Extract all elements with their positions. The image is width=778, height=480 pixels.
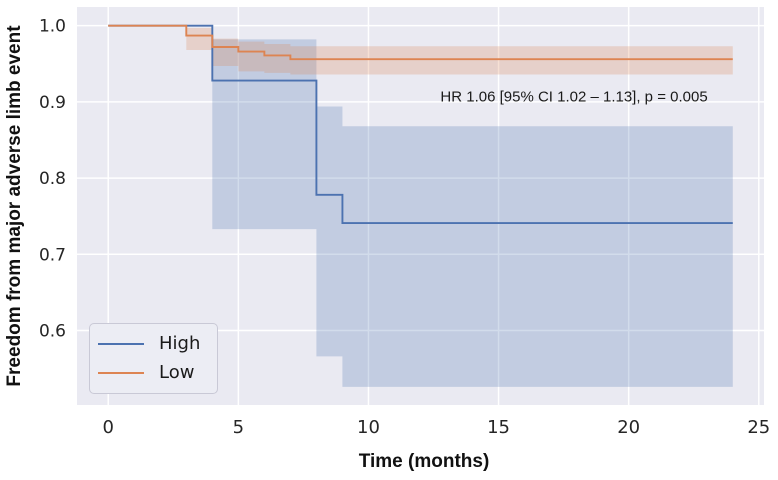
- survival-curve-low: [108, 24, 733, 61]
- x-tick-label: 5: [233, 417, 244, 438]
- y-tick-label: 1.0: [39, 17, 66, 37]
- legend-item-low: Low: [98, 363, 209, 383]
- x-tick-label: 15: [487, 417, 510, 438]
- x-tick-label: 25: [747, 417, 770, 438]
- x-tick-label: 0: [103, 417, 114, 438]
- high-curve-line-icon: [98, 343, 144, 346]
- legend: High Low: [89, 323, 218, 394]
- legend-label-low: Low: [159, 362, 195, 383]
- hr-annotation: HR 1.06 [95% CI 1.02 – 1.13], p = 0.005: [440, 88, 708, 106]
- ci-band-high: [212, 39, 733, 387]
- ci-band-low: [186, 27, 733, 75]
- y-tick-label: 0.8: [39, 169, 66, 189]
- legend-item-high: High: [98, 334, 209, 354]
- x-tick-label: 20: [617, 417, 640, 438]
- y-tick-label: 0.6: [39, 321, 66, 341]
- legend-label-high: High: [159, 333, 201, 355]
- y-tick-label: 0.7: [39, 245, 66, 265]
- y-tick-label: 0.9: [39, 93, 66, 113]
- x-tick-label: 10: [357, 417, 380, 438]
- y-axis-label: Freedom from major adverse limb event: [4, 25, 25, 387]
- low-curve-line-icon: [98, 371, 144, 374]
- x-axis-label: Time (months): [358, 451, 490, 472]
